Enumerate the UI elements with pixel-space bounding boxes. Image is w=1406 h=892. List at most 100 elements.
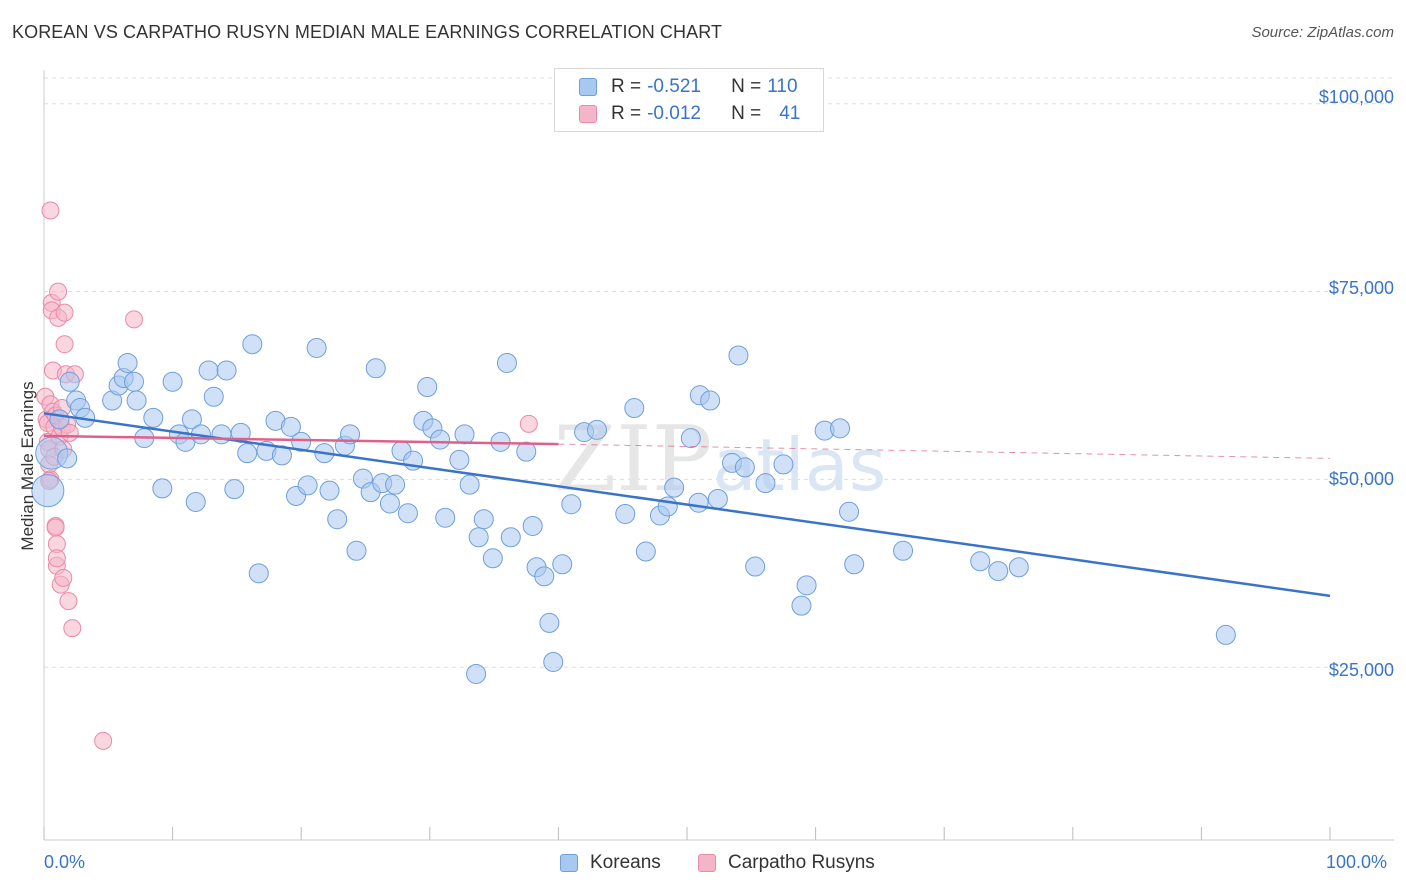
carpatho-rusyns-point (125, 310, 144, 329)
bottom-legend-koreans: Koreans (560, 852, 661, 874)
koreans-point (291, 431, 312, 452)
koreans-point (143, 407, 164, 428)
koreans-point (152, 478, 173, 499)
legend-row-koreans: R = -0.521 N = 110 (579, 75, 798, 99)
carpatho-rusyns-point (55, 335, 74, 354)
koreans-trend-line (43, 412, 1331, 598)
koreans-point (796, 575, 817, 596)
carpatho-rusyns-point (41, 201, 60, 220)
carpatho-rusyns-trend-extension (558, 443, 1331, 459)
koreans-point (561, 494, 582, 515)
y-tick-label: $25,000 (1328, 660, 1394, 680)
carpatho-rusyns-point (46, 518, 65, 537)
koreans-point (700, 390, 721, 411)
carpatho-rusyns-point (49, 282, 68, 301)
r-label: R = (611, 103, 642, 124)
koreans-point (830, 418, 851, 439)
koreans-point (543, 651, 564, 672)
carpatho-rusyns-point (94, 731, 113, 750)
koreans-point (773, 454, 794, 475)
koreans-point (117, 352, 138, 373)
carpatho-rusyns-legend-swatch (698, 854, 716, 872)
koreans-point (734, 457, 755, 478)
koreans-point (124, 371, 145, 392)
koreans-point (162, 371, 183, 392)
koreans-point (211, 424, 232, 445)
koreans-point (59, 371, 80, 392)
carpatho-rusyns-swatch (579, 105, 597, 123)
koreans-point (449, 449, 470, 470)
carpatho-rusyns-point (519, 414, 538, 433)
koreans-point (539, 612, 560, 633)
koreans-point (181, 409, 202, 430)
n-label: N = (731, 103, 762, 124)
koreans-point (31, 474, 65, 508)
koreans-point (224, 479, 245, 500)
koreans-point (242, 334, 263, 355)
koreans-point (1008, 557, 1029, 578)
koreans-point (615, 503, 636, 524)
koreans-point (216, 360, 237, 381)
carpatho-rusyns-point (63, 619, 82, 638)
correlation-legend: R = -0.521 N = 110 R = -0.012 N = 41 (554, 68, 824, 132)
koreans-point (635, 541, 656, 562)
koreans-point (534, 566, 555, 587)
source-note: Source: ZipAtlas.com (1251, 24, 1394, 41)
koreans-point (198, 360, 219, 381)
koreans-point (57, 448, 78, 469)
koreans-point (728, 345, 749, 366)
koreans-point (707, 488, 728, 509)
koreans-point (385, 474, 406, 495)
koreans-point (319, 480, 340, 501)
koreans-point (435, 507, 456, 528)
koreans-point (586, 419, 607, 440)
carpatho-rusyns-point (55, 303, 74, 322)
koreans-point (988, 561, 1009, 582)
koreans-point (844, 554, 865, 575)
koreans-point (237, 443, 258, 464)
koreans-swatch (579, 78, 597, 96)
legend-label: Koreans (590, 852, 661, 873)
koreans-point (297, 475, 318, 496)
carpatho-rusyns-point (54, 568, 73, 587)
koreans-point (482, 548, 503, 569)
koreans-point (379, 493, 400, 514)
r-value: -0.521 (647, 76, 701, 97)
koreans-point (516, 441, 537, 462)
koreans-point (496, 352, 517, 373)
koreans-point (417, 377, 438, 398)
koreans-point (745, 556, 766, 577)
koreans-point (280, 416, 301, 437)
koreans-point (430, 429, 451, 450)
n-value: 41 (779, 103, 801, 124)
koreans-point (664, 477, 685, 498)
r-label: R = (611, 76, 642, 97)
koreans-point (49, 409, 70, 430)
koreans-point (468, 527, 489, 548)
koreans-point (185, 491, 206, 512)
koreans-point (688, 492, 709, 513)
koreans-point (346, 540, 367, 561)
koreans-point (327, 509, 348, 530)
koreans-point (306, 337, 327, 358)
koreans-point (248, 563, 269, 584)
x-tick-label-left: 0.0% (44, 852, 86, 872)
legend-row-carpatho-rusyns: R = -0.012 N = 41 (579, 102, 800, 126)
carpatho-rusyns-trend-line (43, 434, 559, 446)
n-label: N = (731, 76, 762, 97)
koreans-point (340, 424, 361, 445)
y-tick-label: $50,000 (1328, 469, 1394, 489)
koreans-point (552, 554, 573, 575)
koreans-point (970, 551, 991, 572)
koreans-legend-swatch (560, 854, 578, 872)
koreans-point (454, 424, 475, 445)
legend-label: Carpatho Rusyns (728, 852, 875, 873)
koreans-point (893, 540, 914, 561)
y-tick-label: $75,000 (1328, 278, 1394, 298)
y-tick-label: $100,000 (1318, 87, 1394, 107)
carpatho-rusyns-point (59, 592, 78, 611)
koreans-point (522, 515, 543, 536)
y-axis-label: Median Male Earnings (18, 381, 37, 551)
koreans-point (459, 474, 480, 495)
